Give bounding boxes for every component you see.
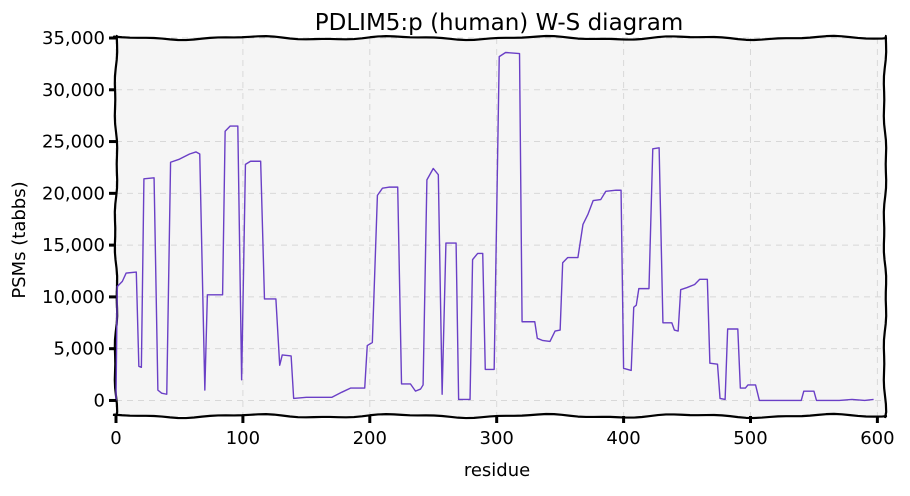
plot-frame (112, 34, 888, 420)
frame-right (882, 34, 888, 419)
x-tick-label: 200 (353, 428, 387, 449)
y-tick-label: 5,000 (53, 339, 105, 360)
x-tick-label: 600 (860, 428, 894, 449)
series-layer (115, 51, 874, 402)
chart-title: PDLIM5:p (human) W-S diagram (315, 10, 683, 36)
x-tick-label: 300 (480, 428, 514, 449)
frame-bottom (112, 412, 888, 420)
plot-background (116, 38, 885, 416)
series-line-0 (115, 51, 874, 402)
y-axis: 0 5,000 10,000 15,000 20,000 25,000 30,000 35,0… (42, 28, 116, 411)
frame-left (113, 34, 119, 419)
x-tick-label: 100 (226, 428, 260, 449)
x-tick-label: 0 (110, 428, 121, 449)
x-tick-label: 500 (733, 428, 767, 449)
grid (115, 37, 885, 416)
y-tick-label: 35,000 (42, 28, 105, 49)
x-axis: 0 100 200 300 400 500 600 (110, 416, 895, 449)
y-tick-label: 10,000 (42, 287, 105, 308)
y-axis-label: PSMs (tabbs) (9, 181, 30, 298)
y-tick-label: 25,000 (42, 132, 105, 153)
y-tick-label: 15,000 (42, 235, 105, 256)
frame-top (112, 34, 888, 42)
x-axis-label: residue (464, 460, 530, 481)
x-tick-label: 400 (606, 428, 640, 449)
y-tick-label: 20,000 (42, 183, 105, 204)
y-tick-label: 30,000 (42, 80, 105, 101)
y-tick-label: 0 (94, 390, 105, 411)
